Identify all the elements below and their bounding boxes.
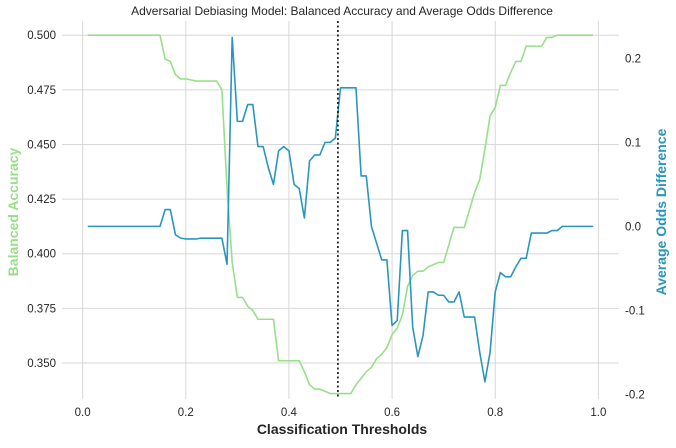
- x-tick-label: 0.8: [487, 407, 503, 419]
- x-axis-ticks: 0.0 0.2 0.4 0.6 0.8 1.0: [75, 407, 607, 419]
- x-tick-label: 0.2: [178, 407, 194, 419]
- right-y-axis-ticks: -0.2 -0.1 0.0 0.1 0.2: [625, 53, 645, 401]
- right-y-tick-label: -0.1: [625, 305, 645, 317]
- left-y-tick-label: 0.375: [27, 303, 56, 315]
- right-y-tick-label: -0.2: [625, 389, 645, 401]
- left-y-axis-ticks: 0.350 0.375 0.400 0.425 0.450 0.475 0.500: [27, 30, 56, 370]
- left-y-tick-label: 0.350: [27, 358, 56, 370]
- x-axis-title: Classification Thresholds: [257, 421, 428, 437]
- left-y-tick-label: 0.475: [27, 85, 56, 97]
- left-y-tick-label: 0.500: [27, 30, 56, 42]
- right-y-tick-label: 0.0: [625, 221, 641, 233]
- series-lines: [87, 34, 594, 395]
- right-y-tick-label: 0.1: [625, 137, 641, 149]
- x-tick-label: 1.0: [590, 407, 606, 419]
- x-tick-label: 0.6: [384, 407, 400, 419]
- left-y-axis-title: Balanced Accuracy: [5, 147, 21, 276]
- left-y-tick-label: 0.425: [27, 194, 56, 206]
- right-y-tick-label: 0.2: [625, 53, 641, 65]
- average-odds-difference-line: [87, 36, 594, 383]
- left-y-tick-label: 0.450: [27, 139, 56, 151]
- right-y-axis-title: Average Odds Difference: [653, 128, 669, 295]
- left-y-tick-label: 0.400: [27, 249, 56, 261]
- chart-title: Adversarial Debiasing Model: Balanced Ac…: [131, 4, 553, 18]
- grid-lines: [62, 21, 619, 399]
- x-tick-label: 0.0: [75, 407, 91, 419]
- x-tick-label: 0.4: [281, 407, 298, 419]
- balanced-accuracy-line: [87, 34, 594, 395]
